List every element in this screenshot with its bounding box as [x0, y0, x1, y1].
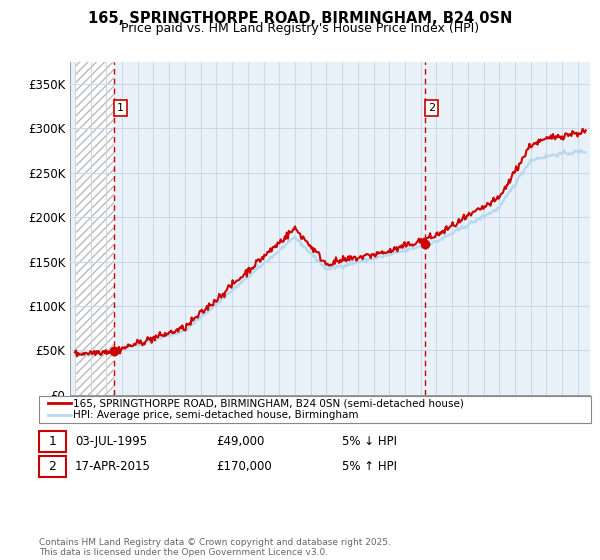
Text: £49,000: £49,000: [216, 435, 265, 449]
Text: Contains HM Land Registry data © Crown copyright and database right 2025.
This d: Contains HM Land Registry data © Crown c…: [39, 538, 391, 557]
Text: HPI: Average price, semi-detached house, Birmingham: HPI: Average price, semi-detached house,…: [73, 410, 359, 420]
Text: £170,000: £170,000: [216, 460, 272, 473]
Text: 165, SPRINGTHORPE ROAD, BIRMINGHAM, B24 0SN (semi-detached house): 165, SPRINGTHORPE ROAD, BIRMINGHAM, B24 …: [73, 399, 464, 408]
Text: 1: 1: [49, 435, 56, 449]
Text: Price paid vs. HM Land Registry's House Price Index (HPI): Price paid vs. HM Land Registry's House …: [121, 22, 479, 35]
Text: 5% ↓ HPI: 5% ↓ HPI: [342, 435, 397, 449]
Text: 2: 2: [49, 460, 56, 473]
Text: 2: 2: [428, 103, 436, 113]
Text: 03-JUL-1995: 03-JUL-1995: [75, 435, 147, 449]
Text: 1: 1: [117, 103, 124, 113]
Text: 17-APR-2015: 17-APR-2015: [75, 460, 151, 473]
Text: 165, SPRINGTHORPE ROAD, BIRMINGHAM, B24 0SN: 165, SPRINGTHORPE ROAD, BIRMINGHAM, B24 …: [88, 11, 512, 26]
Text: 5% ↑ HPI: 5% ↑ HPI: [342, 460, 397, 473]
